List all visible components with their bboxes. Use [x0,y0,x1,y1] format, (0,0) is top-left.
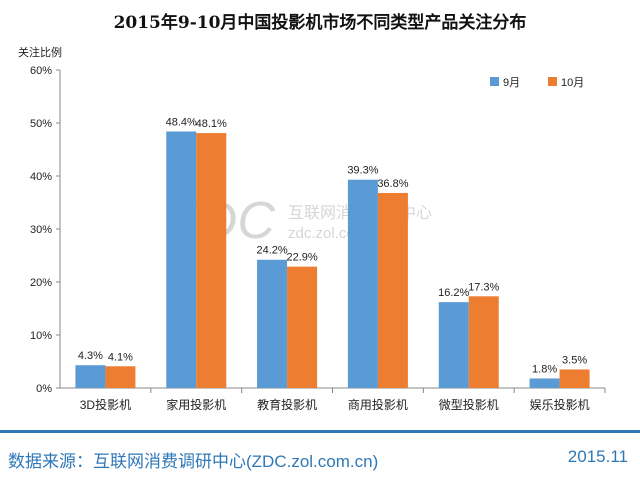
legend-label: 10月 [561,77,584,89]
x-tick-label: 家用投影机 [166,397,226,412]
footer-divider [0,430,640,433]
y-tick-label: 10% [30,330,52,342]
bar-sep [257,259,288,388]
bar-sep [347,179,378,388]
data-label: 16.2% [438,287,469,299]
y-axis-label: 关注比例 [18,45,62,59]
chart-title: 2015年9-10月中国投影机市场不同类型产品关注分布 [113,13,527,33]
bar-oct [559,369,590,388]
legend-swatch [490,77,499,86]
bar-sep [75,365,106,388]
data-label: 22.9% [286,252,317,264]
chart: ZDC互联网消费调研中心zdc.zol.com.cn关注比例0%10%20%30… [18,45,606,412]
y-tick-label: 30% [30,224,52,236]
data-label: 39.3% [347,165,378,177]
x-tick-label: 教育投影机 [257,397,317,412]
data-label: 3.5% [562,354,587,366]
bar-oct [105,366,136,388]
y-tick-label: 0% [36,383,52,395]
data-label: 4.3% [78,350,103,362]
bar-sep [166,131,197,389]
bar-oct [196,133,227,388]
bar-oct [377,192,408,388]
legend-swatch [548,77,557,86]
data-label: 17.3% [468,281,499,293]
bar-sep [438,302,469,388]
data-label: 48.4% [166,116,197,128]
y-tick-label: 60% [30,65,52,77]
y-tick-label: 40% [30,171,52,183]
data-label: 1.8% [532,363,557,375]
legend-label: 9月 [503,77,520,89]
data-label: 24.2% [256,245,287,257]
x-tick-label: 3D投影机 [80,397,131,412]
x-tick-label: 商用投影机 [348,397,408,412]
x-tick-label: 娱乐投影机 [530,397,590,412]
bar-sep [529,378,560,388]
x-tick-label: 微型投影机 [439,397,499,412]
footer-source: 数据来源：互联网消费调研中心(ZDC.zol.com.cn) [8,452,379,471]
y-tick-label: 20% [30,277,52,289]
data-label: 4.1% [108,351,133,363]
data-label: 48.1% [196,118,227,130]
data-label: 36.8% [377,178,408,190]
y-tick-label: 50% [30,118,52,130]
bar-oct [287,266,318,388]
footer-date: 2015.11 [567,447,628,466]
bar-oct [468,296,499,388]
